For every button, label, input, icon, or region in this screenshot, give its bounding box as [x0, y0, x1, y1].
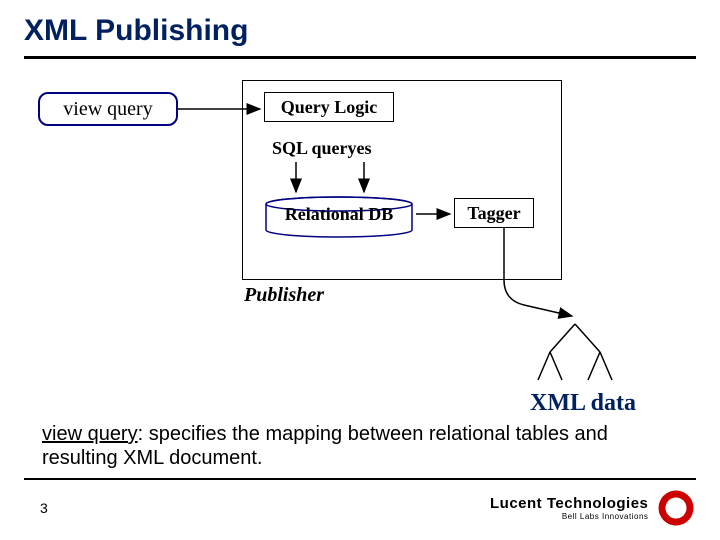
relational-db-label: Relational DB	[264, 204, 414, 225]
logo-text: Lucent Technologies Bell Labs Innovation…	[490, 495, 648, 521]
page-number: 3	[40, 500, 48, 516]
slide-title: XML Publishing	[24, 14, 248, 48]
diagram-area: view query Query Logic SQL queryes Relat…	[24, 80, 696, 320]
title-rule	[24, 56, 696, 59]
bottom-rule	[24, 478, 696, 480]
tagger-node: Tagger	[454, 198, 534, 228]
logo-ring-icon	[656, 488, 696, 528]
query-logic-label: Query Logic	[281, 97, 378, 118]
relational-db-node: Relational DB	[264, 196, 414, 236]
view-query-node: view query	[38, 92, 178, 126]
logo-line1: Lucent Technologies	[490, 495, 648, 512]
publisher-label: Publisher	[244, 284, 324, 307]
body-text: view query: specifies the mapping betwee…	[42, 422, 682, 470]
xml-data-label: XML data	[530, 390, 636, 417]
sql-queries-label: SQL queryes	[272, 138, 372, 159]
query-logic-node: Query Logic	[264, 92, 394, 122]
view-query-label: view query	[63, 98, 152, 121]
logo-line2: Bell Labs Innovations	[490, 512, 648, 521]
body-underlined: view query	[42, 423, 138, 445]
xml-tree-icon	[530, 320, 620, 390]
tagger-label: Tagger	[467, 203, 520, 224]
lucent-logo: Lucent Technologies Bell Labs Innovation…	[490, 486, 700, 530]
